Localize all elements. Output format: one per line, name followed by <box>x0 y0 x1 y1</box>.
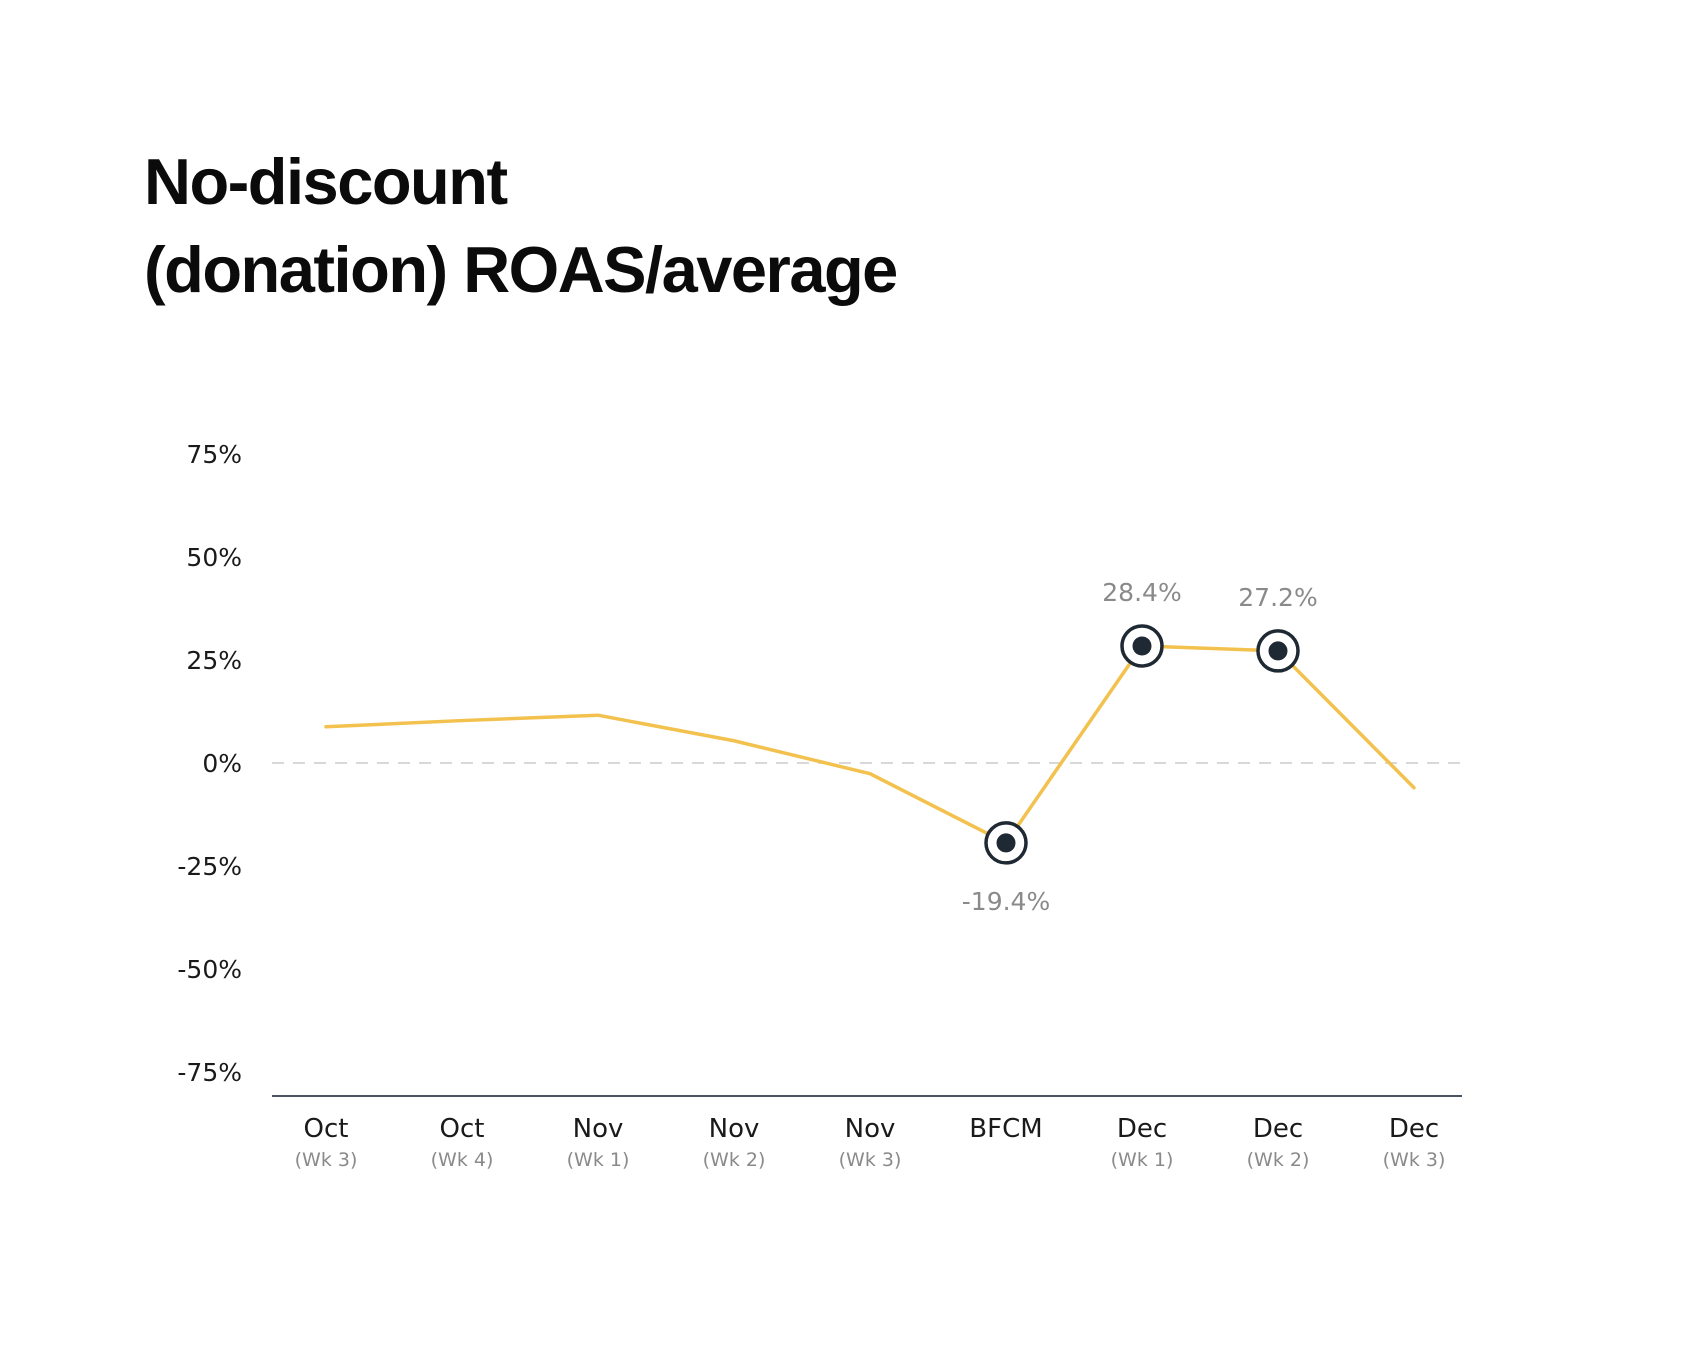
x-tick-sublabel: (Wk 2) <box>703 1149 766 1171</box>
x-tick-label: Oct <box>440 1114 485 1144</box>
y-tick-label: 0% <box>202 749 242 778</box>
chart-title-line-1: No-discount <box>144 145 508 218</box>
x-tick-sublabel: (Wk 4) <box>431 1149 494 1171</box>
series-line-group <box>324 644 1416 845</box>
x-tick-label: Oct <box>304 1114 349 1144</box>
x-tick-label: Nov <box>709 1114 760 1144</box>
series-line <box>324 644 1416 845</box>
chart-title-line-2: (donation) ROAS/average <box>144 233 898 306</box>
highlight-markers <box>984 624 1300 865</box>
x-tick-label: Nov <box>573 1114 624 1144</box>
data-labels: -19.4% 28.4% 27.2% <box>962 578 1318 916</box>
data-point <box>996 833 1016 853</box>
y-tick-label: 75% <box>186 440 242 469</box>
x-tick-label: Nov <box>845 1114 896 1144</box>
x-tick-label: BFCM <box>969 1114 1042 1144</box>
x-tick-sublabel: (Wk 2) <box>1247 1149 1310 1171</box>
y-tick-label: 50% <box>186 543 242 572</box>
data-point <box>1268 641 1288 661</box>
x-tick-sublabel: (Wk 3) <box>1383 1149 1446 1171</box>
y-axis: 75% 50% 25% 0% -25% -50% -75% <box>177 440 242 1087</box>
y-tick-label: -50% <box>177 955 242 984</box>
data-point <box>1132 636 1152 656</box>
data-label: 27.2% <box>1238 583 1317 612</box>
y-tick-label: -75% <box>177 1058 242 1087</box>
x-axis: Oct (Wk 3) Oct (Wk 4) Nov (Wk 1) Nov (Wk 2) Nov (… <box>272 1095 1462 1171</box>
x-tick-label: Dec <box>1253 1114 1303 1144</box>
x-tick-label: Dec <box>1389 1114 1439 1144</box>
x-tick-sublabel: (Wk 1) <box>567 1149 630 1171</box>
data-label: 28.4% <box>1102 578 1181 607</box>
data-label: -19.4% <box>962 887 1050 916</box>
x-tick-sublabel: (Wk 1) <box>1111 1149 1174 1171</box>
x-tick-sublabel: (Wk 3) <box>839 1149 902 1171</box>
x-tick-label: Dec <box>1117 1114 1167 1144</box>
y-tick-label: -25% <box>177 852 242 881</box>
y-tick-label: 25% <box>186 646 242 675</box>
x-tick-sublabel: (Wk 3) <box>295 1149 358 1171</box>
chart-title: No-discount (donation) ROAS/average <box>144 138 898 314</box>
